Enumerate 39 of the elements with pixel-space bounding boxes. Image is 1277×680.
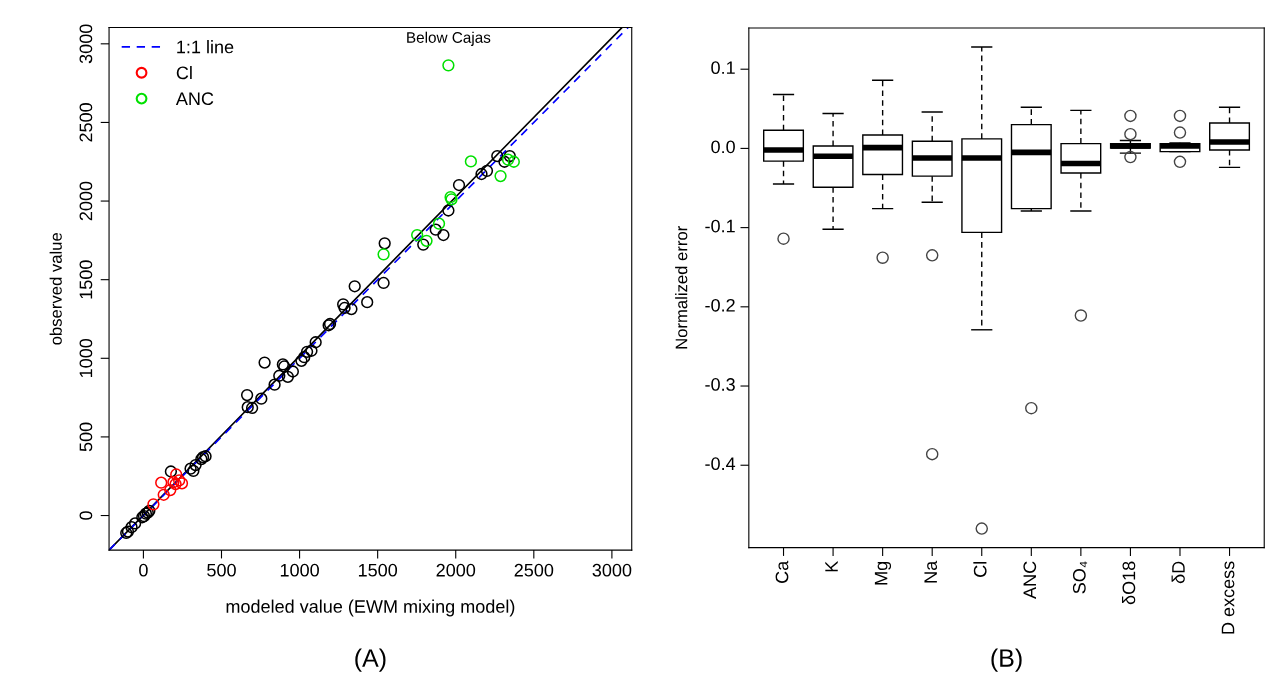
x-tick-label: 0: [139, 563, 148, 577]
x-tick-label: ANC: [1023, 561, 1037, 599]
y-tick-label: 2500: [79, 103, 93, 142]
y-tick-label: 0: [79, 511, 93, 520]
y-tick-label: -0.2: [705, 298, 735, 312]
y-tick-label: -0.1: [705, 219, 735, 233]
legend-label: 1:1 line: [177, 40, 234, 54]
x-tick-label: Cl: [973, 562, 987, 577]
x-tick-label: D excess: [1221, 561, 1235, 634]
y-axis-title: observed value: [49, 233, 62, 345]
x-tick-label: 1000: [280, 563, 319, 577]
annotation: Below Cajas: [407, 31, 491, 46]
y-tick-label: 1000: [79, 338, 93, 377]
x-tick-label: 3000: [592, 563, 632, 577]
text: (B): [991, 648, 1022, 672]
x-tick-label: 500: [207, 563, 236, 577]
x-axis-title: modeled value (EWM mixing model): [226, 599, 515, 617]
y-tick-label: 0.1: [711, 61, 735, 75]
x-tick-label: SO₄: [1072, 561, 1088, 594]
x-tick-label: Mg: [874, 561, 892, 585]
x-tick-label: Ca: [775, 560, 789, 583]
text: (A): [355, 648, 386, 672]
y-tick-label: 1500: [79, 260, 93, 299]
legend-label: Cl: [176, 65, 192, 80]
x-tick-label: δD: [1171, 561, 1185, 584]
y-tick-label: 2000: [79, 181, 93, 221]
y-tick-label: 0.0: [711, 140, 735, 154]
y-axis-title: Normalized error: [675, 226, 688, 349]
x-tick-label: 2500: [514, 563, 554, 577]
y-tick-label: -0.3: [705, 378, 735, 391]
y-tick-label: -0.4: [705, 457, 736, 471]
x-tick-label: K: [825, 561, 838, 572]
x-tick-label: Na: [924, 560, 938, 583]
x-tick-label: 2000: [436, 563, 476, 577]
y-tick-label: 3000: [79, 24, 93, 64]
legend-label: ANC: [175, 92, 214, 106]
y-tick-label: 500: [79, 422, 93, 452]
x-tick-label: 1500: [358, 563, 398, 577]
x-tick-label: δO18: [1122, 561, 1136, 605]
